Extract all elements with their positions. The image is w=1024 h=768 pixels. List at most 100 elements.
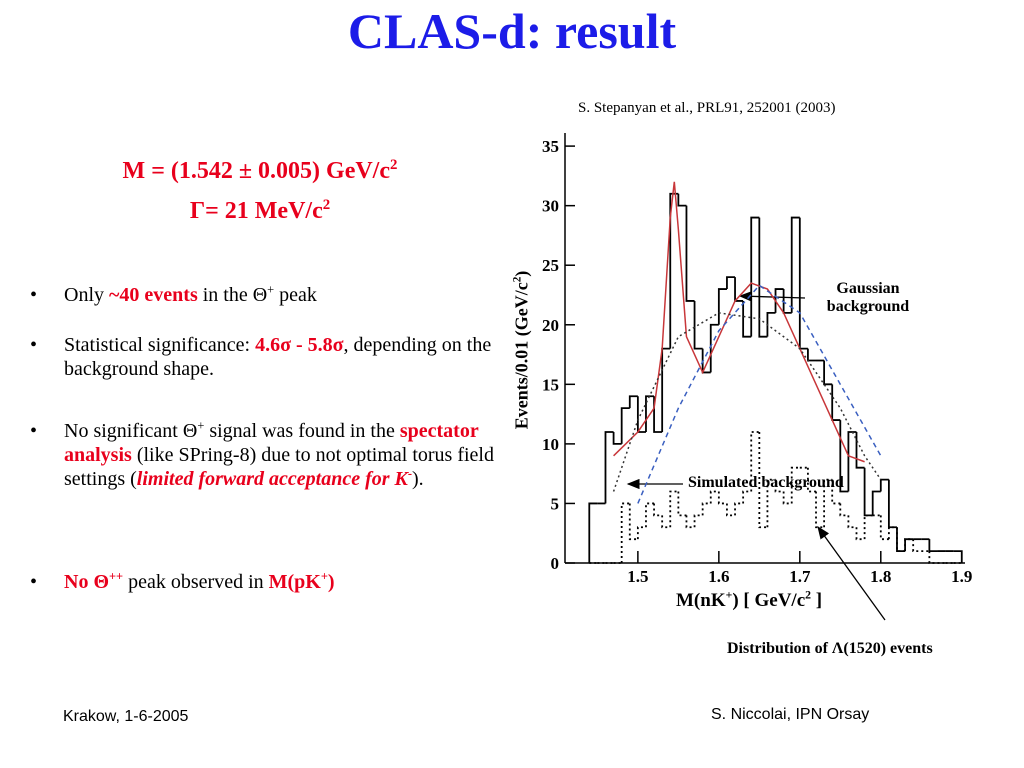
histogram-bin (887, 479, 897, 529)
text-run: - (407, 466, 412, 481)
annotation: Distribution of Λ(1520) events (727, 640, 933, 658)
text-run: M(pK (268, 571, 321, 593)
slide-title: CLAS-d: result (347, 3, 677, 59)
histogram-bin (685, 205, 695, 302)
text-run: signal was found in the (204, 420, 400, 442)
histogram-bin (928, 539, 938, 552)
bullet: • Only ~40 events in the Θ+ peak (30, 282, 317, 307)
text-run: spectator analysis (64, 420, 479, 466)
histogram-bin (701, 502, 711, 516)
histogram-bin (726, 503, 736, 517)
y-tick-label: 30 (542, 197, 559, 216)
text-run: 2 (805, 588, 812, 602)
fit-curve (612, 312, 882, 492)
text-run: Gaussian background (826, 280, 910, 315)
y-tick-label: 5 (551, 494, 560, 513)
histogram-bin (685, 515, 695, 529)
text-run: Only (64, 284, 109, 306)
histogram-bin (693, 514, 703, 528)
histogram-bin (709, 323, 719, 373)
histogram-bin (758, 431, 768, 529)
bullet-text: Only ~40 events in the Θ+ peak (64, 283, 317, 307)
histogram-bin (628, 395, 638, 409)
histogram-bin (742, 490, 752, 504)
histogram-bin (871, 490, 881, 516)
histogram-bin (896, 527, 906, 552)
text-run: + (725, 588, 733, 602)
histogram-bin (839, 420, 849, 493)
histogram-bin (887, 526, 897, 540)
histogram-bin (750, 216, 760, 337)
histogram-bin (879, 478, 889, 492)
histogram-bin (863, 514, 873, 540)
histogram-bin (766, 311, 776, 337)
x-tick-label: 1.6 (708, 567, 729, 586)
result-line: M = (1.542 ± 0.005) GeV/c2 (0, 158, 520, 185)
y-tick-label: 25 (542, 256, 559, 275)
histogram-bin (677, 491, 687, 517)
text-run: ). (412, 468, 424, 490)
histogram-bin (782, 491, 792, 505)
text-run: + (267, 282, 275, 297)
histogram-bin (734, 502, 744, 516)
fit-curve (637, 284, 882, 504)
result-line: Γ= 21 MeV/c2 (0, 198, 520, 225)
histogram-bin (774, 479, 784, 493)
histogram-bin (620, 502, 630, 563)
text-run: , depending on the background shape. (64, 334, 492, 380)
histogram-bin (693, 300, 703, 350)
histogram-bin (717, 288, 727, 325)
text-run: Distribution of Λ(1520) events (727, 640, 933, 657)
histogram-bin (588, 502, 598, 563)
text-run: Statistical significance: (64, 334, 256, 356)
text-run: 2 (511, 276, 524, 283)
text-run: ) [ GeV/c (732, 590, 806, 611)
histogram-bin (782, 289, 792, 314)
text-run: M = (1.542 ± 0.005) GeV/c (122, 158, 391, 184)
text-run: Events/0.01 (GeV/c (511, 282, 532, 430)
bullet: • No significant Θ+ signal was found in t… (30, 419, 500, 491)
fit-curve (613, 181, 865, 463)
histogram-bin (661, 515, 671, 529)
x-tick-label: 1.9 (951, 567, 972, 586)
y-tick-label: 35 (542, 137, 559, 156)
histogram-bin (863, 467, 873, 517)
bullet-text: No Θ++ peak observed in M(pK+) (64, 570, 335, 594)
bullet-text: Statistical significance: 4.6σ - 5.8σ, d… (64, 333, 500, 381)
histogram-bin (758, 217, 768, 338)
histogram-bin (847, 515, 857, 529)
histogram-bin (774, 288, 784, 313)
histogram-bin (798, 217, 808, 350)
histogram-bin (653, 503, 663, 517)
text-run: No Θ (64, 571, 109, 593)
text-run: peak (274, 284, 317, 306)
text-run: (like SPring-8) due to not optimal torus… (64, 444, 494, 490)
text-run: limited forward acceptance for K (136, 468, 408, 490)
text-run: 4.6σ - 5.8σ (255, 334, 344, 356)
text-run: ) (327, 571, 335, 593)
histogram-bin (896, 527, 906, 552)
histogram-bin (823, 360, 833, 386)
histogram-bin (855, 527, 865, 541)
y-tick-label: 20 (542, 316, 559, 335)
text-run: M(nK (676, 590, 726, 611)
y-tick-label: 0 (551, 554, 560, 573)
footer-left: Krakow, 1-6-2005 (63, 708, 189, 725)
histogram-bin (928, 551, 938, 564)
text-run: No significant Θ (64, 420, 198, 442)
arrow (817, 525, 886, 621)
histogram-bin (912, 539, 922, 552)
histogram-bin (742, 300, 752, 338)
x-tick-label: 1.5 (627, 567, 648, 586)
histogram-bin (790, 466, 800, 504)
bullet: • Statistical significance: 4.6σ - 5.8σ, … (30, 333, 500, 381)
annotation: Simulated background (688, 474, 844, 492)
histogram-bin (904, 538, 914, 552)
bullet-text: No significant Θ+ signal was found in th… (64, 419, 500, 491)
histogram-bin (855, 431, 865, 469)
text-run: ~40 events (109, 284, 198, 306)
histogram-bin (726, 276, 736, 290)
text-run: 2 (390, 157, 398, 173)
x-axis-label: M(nK+) [ GeV/c2 ] (676, 588, 822, 612)
